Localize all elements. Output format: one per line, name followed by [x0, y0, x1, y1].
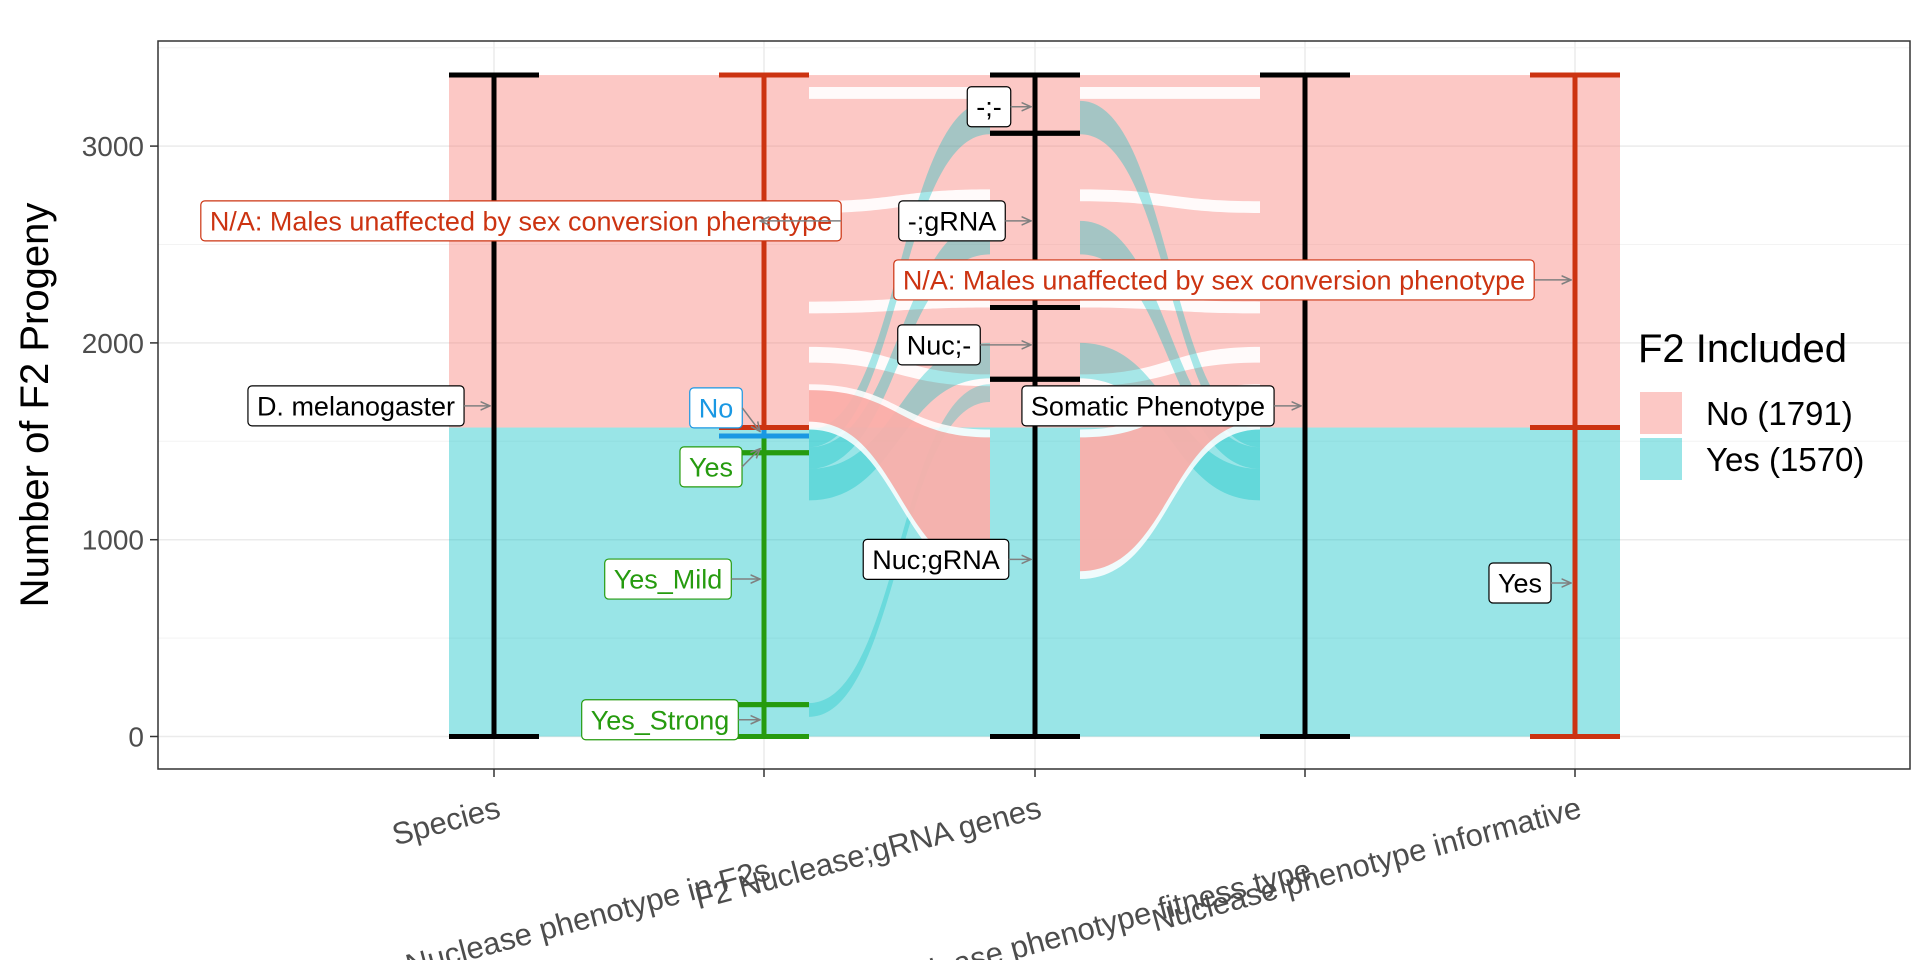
stratum-label-d-melanogaster: D. melanogaster [247, 385, 490, 427]
legend-label-yes: Yes (1570) [1706, 441, 1864, 478]
legend-key-yes [1640, 438, 1682, 480]
legend-key-no [1640, 392, 1682, 434]
flow-gap [1080, 346, 1260, 387]
flow-gap [809, 346, 990, 387]
stratum-label-text: -;- [976, 92, 1001, 122]
stratum-label-text: Yes_Mild [614, 565, 723, 595]
stratum-label-leader [741, 449, 760, 468]
stratum-label-nuc: Nuc;- [897, 324, 1031, 366]
stratum-label-yes-strong: Yes_Strong [581, 699, 760, 741]
stratum-label-text: -;gRNA [908, 206, 997, 236]
flow-gap [809, 87, 990, 99]
flow-gap [1080, 87, 1260, 99]
stratum-label-text: No [699, 393, 734, 423]
stratum-label-text: N/A: Males unaffected by sex conversion … [210, 206, 832, 236]
stratum-label-n-a-males-unaffected-by-sex-conversion-phenotype: N/A: Males unaffected by sex conversion … [200, 200, 842, 242]
flow-gap [809, 189, 990, 214]
stratum-label-text: Nuc;- [907, 330, 972, 360]
stratum-label-yes: Yes [1488, 562, 1571, 604]
y-tick-label: 3000 [82, 131, 144, 162]
stratum-label-text: Yes [689, 452, 733, 482]
stratum-label-yes-mild: Yes_Mild [604, 558, 760, 600]
y-axis-title: Number of F2 Progeny [13, 203, 57, 608]
flow-gap [1080, 189, 1260, 214]
stratum-label-yes: Yes [679, 446, 760, 488]
legend-label-no: No (1791) [1706, 395, 1853, 432]
legend-title: F2 Included [1638, 327, 1847, 371]
stratum-label-text: Yes_Strong [591, 705, 730, 735]
stratum-label-text: Nuc;gRNA [872, 545, 1000, 575]
y-tick-label: 1000 [82, 525, 144, 556]
stratum-label-text: N/A: Males unaffected by sex conversion … [903, 265, 1525, 295]
stratum-label-grna: -;gRNA [898, 200, 1031, 242]
stratum-label-somatic-phenotype: Somatic Phenotype [1021, 385, 1301, 427]
y-axis: 0 1000 2000 3000 [82, 131, 158, 753]
stratum-label-n-a-males-unaffected-by-sex-conversion-phenotype: N/A: Males unaffected by sex conversion … [893, 259, 1571, 301]
flow-no-return [1080, 390, 1260, 572]
y-tick-label: 0 [128, 722, 144, 753]
stratum-label-: -;- [966, 86, 1031, 128]
legend: F2 Included No (1791) Yes (1570) [1638, 327, 1864, 480]
flow-return-minus-grna [1080, 220, 1260, 469]
stratum-label-leader [741, 407, 760, 432]
stratum-labels: D. melanogaster Yes_Strong Yes_Mild Yes No N/… [200, 86, 1571, 741]
stratum-label-text: Yes [1498, 568, 1542, 598]
stratum-label-no: No [689, 387, 760, 432]
stratum-label-text: Somatic Phenotype [1031, 391, 1265, 421]
stratum-label-text: D. melanogaster [257, 391, 455, 421]
panel-border [157, 40, 1911, 770]
stratum-label-nuc-grna: Nuc;gRNA [862, 538, 1031, 580]
y-tick-label: 2000 [82, 328, 144, 359]
flow-no-to-nuc-grna [809, 390, 990, 572]
